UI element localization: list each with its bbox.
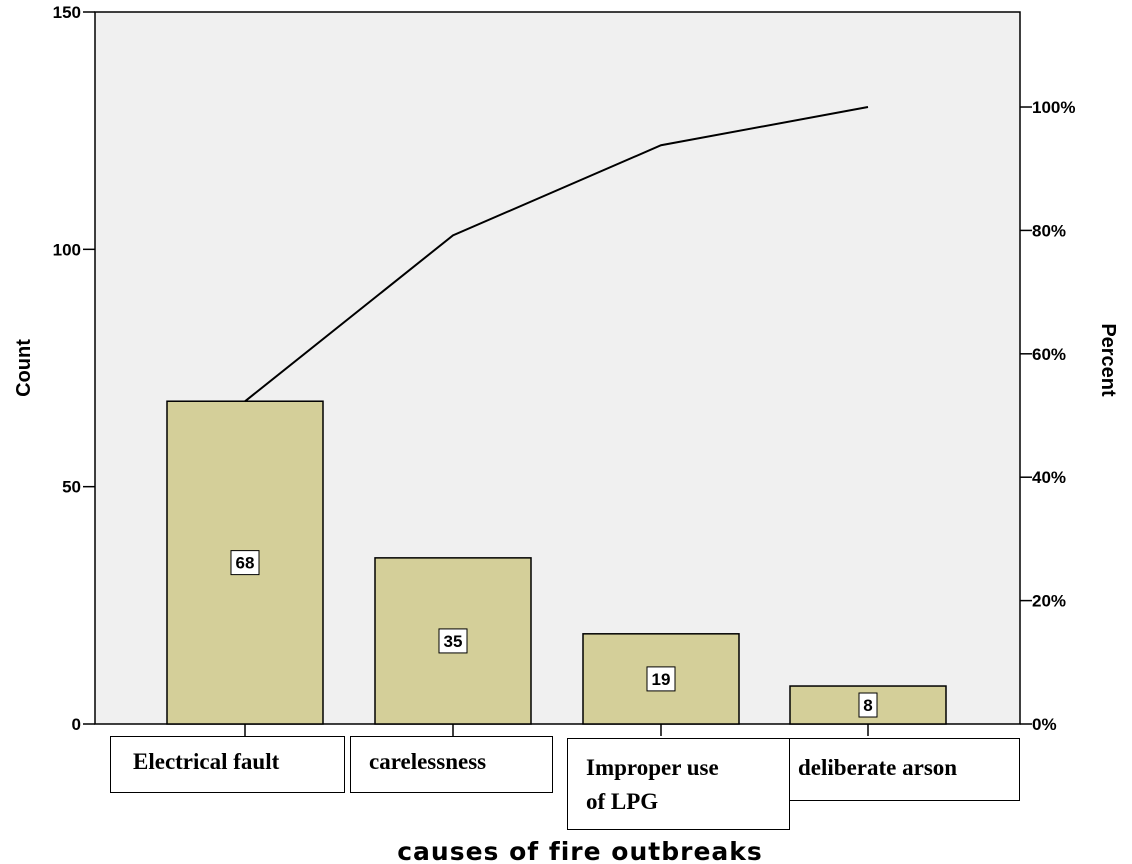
data-label-box <box>646 666 676 692</box>
category-label-box: Electrical fault <box>110 736 345 793</box>
y2-tick-label: 80% <box>1032 221 1066 240</box>
category-label-line1: Electrical fault <box>133 749 280 774</box>
data-label: 35 <box>444 632 463 651</box>
y2-tick-label: 60% <box>1032 345 1066 364</box>
data-label-box <box>858 692 878 718</box>
data-label-box <box>230 550 260 576</box>
cumulative-line-group <box>244 106 869 403</box>
cumulative-percent-line <box>244 106 869 403</box>
data-label: 68 <box>236 554 255 573</box>
data-label-box <box>438 628 468 654</box>
y-tick-label: 100 <box>53 240 81 259</box>
y2-tick-label: 100% <box>1032 98 1075 117</box>
y2-tick-label: 40% <box>1032 468 1066 487</box>
y2-tick-label: 0% <box>1032 715 1057 734</box>
data-label: 19 <box>652 670 671 689</box>
bars-group: 68 35 19 8 <box>166 400 947 725</box>
axes-group: 0 50 100 150 0% 20% 40% 60% 80% 100% <box>53 3 1075 736</box>
y2-axis-title: Percent <box>1097 323 1119 397</box>
category-label-box: carelessness <box>350 736 553 793</box>
category-label-line1: deliberate arson <box>798 755 958 780</box>
category-label-box: deliberate arson <box>789 738 1020 801</box>
category-label-line1: carelessness <box>369 749 487 774</box>
y-axis-title: Count <box>13 339 35 397</box>
category-label-line2: of LPG <box>586 789 659 814</box>
y2-tick-label: 20% <box>1032 592 1066 611</box>
y-tick-label: 150 <box>53 3 81 22</box>
y-tick-label: 0 <box>72 715 81 734</box>
y-tick-label: 50 <box>62 478 81 497</box>
category-label-line1: Improper use <box>586 755 719 780</box>
category-label-box: Improper use of LPG <box>567 738 790 830</box>
x-axis-title: causes of fire outbreaks <box>397 837 763 864</box>
data-label: 8 <box>863 696 872 715</box>
